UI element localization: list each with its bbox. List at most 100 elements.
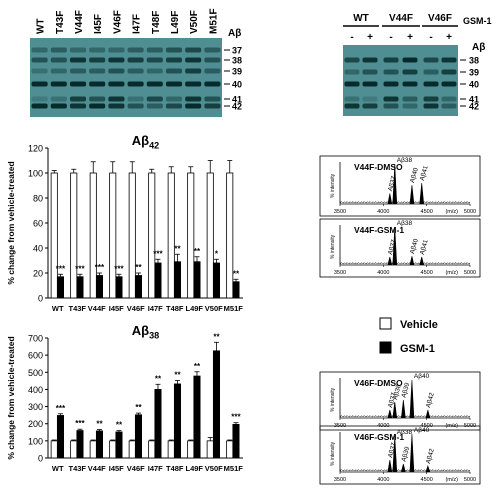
spectrum-peak xyxy=(387,409,393,419)
blot-left-band xyxy=(165,103,183,109)
spectrum-x-label: (m/z) xyxy=(445,209,458,215)
bar-gsm1 xyxy=(154,262,162,299)
blot-left-lane-label: M51F xyxy=(208,8,219,34)
y-tick-label: 0 xyxy=(38,294,43,304)
significance-marker: ** xyxy=(116,421,123,430)
significance-marker: ** xyxy=(194,362,201,371)
bar-vehicle xyxy=(70,440,78,459)
blot-right-group-label: WT xyxy=(353,13,369,24)
bar-gsm1 xyxy=(115,276,123,299)
blot-right-band xyxy=(441,96,457,102)
blot-left-lane-label: WT xyxy=(36,18,47,34)
bar-vehicle xyxy=(109,440,117,459)
bar-vehicle xyxy=(128,172,136,299)
x-tick-label: WT xyxy=(52,464,64,473)
y-tick-label: 100 xyxy=(28,436,43,446)
significance-marker: *** xyxy=(114,264,124,273)
blot-left-band xyxy=(165,57,183,63)
y-axis-label: % change from vehicle-treated xyxy=(6,336,16,459)
blot-left-band xyxy=(185,47,202,53)
bar-gsm1 xyxy=(76,430,84,459)
significance-marker: ** xyxy=(174,244,181,253)
blot-left-band xyxy=(108,81,125,87)
spectrum-peak xyxy=(409,185,415,205)
blot-right-group-label: V44F xyxy=(389,13,413,24)
blot-left-band xyxy=(69,96,87,102)
bar-gsm1 xyxy=(95,275,104,299)
blot-right-group-label: V46F xyxy=(428,13,452,24)
legend-label: Vehicle xyxy=(400,319,438,331)
significance-marker: *** xyxy=(56,264,66,273)
spectrum-baseline xyxy=(339,262,471,265)
blot-left-band xyxy=(204,96,221,102)
blot-right-band xyxy=(423,96,439,102)
x-tick-label: I47F xyxy=(148,464,163,473)
blot-left-band xyxy=(146,68,163,74)
significance-marker: ** xyxy=(135,403,142,412)
bar-gsm1 xyxy=(115,431,123,459)
blot-left-band xyxy=(185,68,202,74)
blot-left-band xyxy=(146,47,163,53)
blot-right-band xyxy=(423,103,439,109)
blot-left-band xyxy=(89,57,106,63)
blot-left-band xyxy=(185,103,202,109)
bar-gsm1 xyxy=(56,276,65,299)
blot-right-band xyxy=(441,103,457,109)
y-tick-label: 700 xyxy=(28,334,43,344)
spectrum-frame xyxy=(319,218,481,278)
blot-left-band xyxy=(31,57,48,63)
blot-right-band xyxy=(344,103,360,109)
blot-left-band xyxy=(69,81,87,87)
spectrum-peak-label: Aβ38 xyxy=(397,220,413,227)
bar-vehicle xyxy=(148,440,156,459)
spectrum-title: V44F-GSM-1 xyxy=(354,225,404,235)
bar-gsm1 xyxy=(95,430,104,459)
y-tick-label: 120 xyxy=(28,144,43,154)
spectrum-peak xyxy=(419,182,425,205)
blot-right-band xyxy=(362,57,378,63)
blot-left-band xyxy=(204,103,221,109)
blot-left-band xyxy=(89,68,106,74)
spectrum-peak-label: Aβ38 xyxy=(397,429,413,436)
significance-marker: ** xyxy=(194,247,201,256)
blot-left-lane-label: V46F xyxy=(112,10,123,34)
bar-vehicle xyxy=(128,440,136,459)
blot-left-band xyxy=(89,47,106,53)
blot-left-band xyxy=(31,81,48,87)
blot-left-lane-label: V44F xyxy=(74,10,85,34)
blot-left-lane-label: V50F xyxy=(189,10,200,34)
blot-left-band xyxy=(204,47,221,53)
x-tick-label: I47F xyxy=(148,304,163,313)
significance-marker: ** xyxy=(155,374,162,383)
x-tick-label: V50F xyxy=(205,304,223,313)
blot-left-band xyxy=(89,81,106,87)
spectrum-peak-label: Aβ39 xyxy=(401,446,412,463)
spectrum-peak-label: Aβ40 xyxy=(414,427,430,434)
y-tick-label: 100 xyxy=(28,169,43,179)
spectrum-peak xyxy=(425,465,431,473)
bar-gsm1 xyxy=(134,414,143,459)
significance-marker: *** xyxy=(75,264,85,273)
legend-label: GSM-1 xyxy=(400,343,435,355)
blot-left-band xyxy=(31,47,48,53)
blot-right-band xyxy=(383,69,399,75)
blot-left-band xyxy=(165,96,183,102)
bar-gsm1 xyxy=(212,350,221,459)
x-tick-label: M51F xyxy=(224,464,244,473)
blot-right-band xyxy=(344,81,360,87)
blot-left-band xyxy=(31,103,48,109)
blot-left-band-label: 39 xyxy=(232,67,242,77)
spectrum-x-tick-label: 4500 xyxy=(421,209,433,215)
blot-left-band xyxy=(204,57,221,63)
bar-vehicle xyxy=(206,172,214,299)
spectrum-x-tick-label: 4500 xyxy=(421,270,433,276)
spectrum-peak-label: Aβ42 xyxy=(425,448,436,465)
blot-right-band xyxy=(383,57,399,63)
blot-left-lane-label: I47F xyxy=(132,14,143,34)
blot-right-band xyxy=(362,81,378,87)
x-tick-label: T48F xyxy=(166,304,184,313)
legend-swatch xyxy=(379,341,392,354)
significance-marker: *** xyxy=(56,404,66,413)
spectrum-x-tick-label: 4500 xyxy=(421,477,433,483)
spectrum-title: V46F-DMSO xyxy=(354,378,403,388)
